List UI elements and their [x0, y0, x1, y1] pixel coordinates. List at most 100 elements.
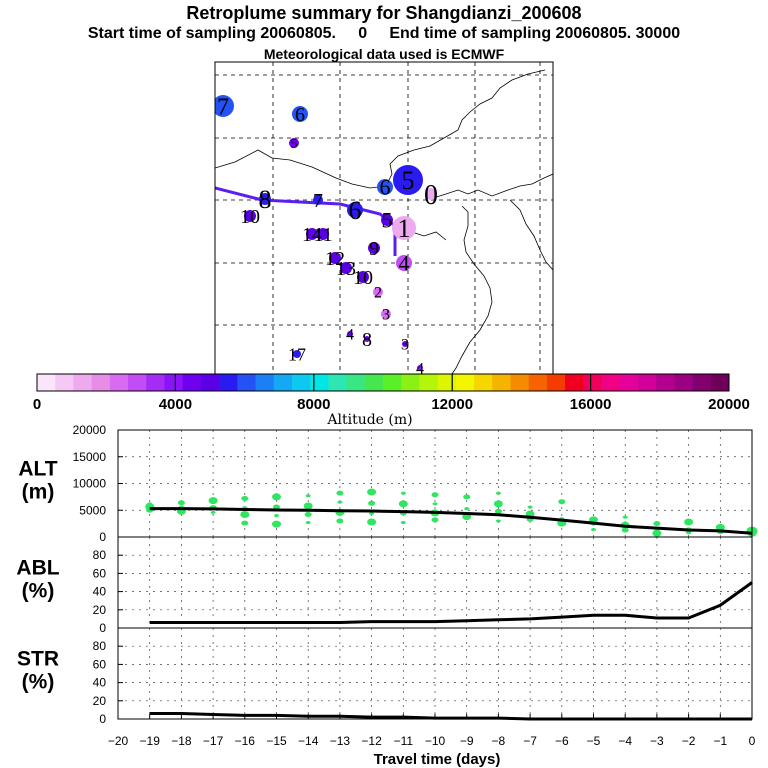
x-tick-label: −15: [266, 734, 287, 748]
y-tick-label: 20: [93, 603, 107, 617]
x-tick-label: −17: [203, 734, 224, 748]
y-axis-label: (%): [22, 671, 55, 694]
altitude-point: [432, 502, 438, 506]
y-axis-label: STR: [17, 648, 59, 671]
colorbar-swatch: [601, 374, 621, 391]
colorbar-swatch: [474, 374, 493, 391]
altitude-point: [241, 495, 249, 501]
colorbar-label: Altitude (m): [326, 412, 412, 428]
altitude-mean-line: [149, 507, 753, 535]
plume-marker: [259, 193, 271, 205]
series-line: [149, 712, 752, 721]
colorbar-swatch: [37, 374, 56, 391]
plume-marker-label: 0: [424, 180, 438, 211]
plume-marker-label: 8: [362, 329, 372, 351]
plume-marker: [347, 331, 353, 337]
altitude-point: [336, 490, 344, 496]
altitude-point: [494, 508, 502, 514]
altitude-point: [715, 523, 725, 531]
alt-panel: 20000 15000 10000 5000 0 ALT(m): [18, 423, 758, 544]
colorbar-swatch: [455, 374, 475, 391]
altitude-point: [431, 492, 439, 498]
colorbar-tick-label: 0: [33, 396, 41, 413]
altitude-point: [400, 491, 406, 495]
plume-marker: [381, 309, 391, 319]
plume-marker: [377, 179, 393, 195]
altitude-point: [527, 505, 533, 509]
plume-marker-label: 13: [336, 258, 356, 280]
colorbar-swatch: [55, 374, 74, 391]
plume-marker: [244, 210, 256, 222]
altitude-point: [303, 502, 313, 510]
plume-marker: [347, 202, 363, 218]
colorbar-swatch: [419, 374, 439, 391]
altitude-point: [272, 520, 281, 528]
colorbar-swatch: [128, 374, 147, 391]
altitude-point: [274, 514, 279, 518]
altitude-point: [240, 511, 250, 519]
colorbar-swatch: [710, 374, 730, 391]
altitude-point: [304, 512, 312, 518]
x-tick-label: −10: [425, 734, 446, 748]
y-axis-label: ALT: [18, 458, 57, 481]
altitude-point: [621, 527, 629, 533]
colorbar-swatch: [401, 374, 420, 391]
altitude-point: [591, 528, 596, 532]
y-axis-label: (m): [22, 481, 55, 504]
plume-marker: [215, 95, 234, 117]
plume-marker: [373, 287, 383, 297]
x-tick-label: −13: [330, 734, 351, 748]
plume-marker: [364, 336, 370, 342]
y-tick-label: 40: [93, 585, 107, 599]
colorbar-swatch: [510, 374, 530, 391]
altitude-point: [464, 507, 470, 511]
plume-marker-label: 9: [369, 238, 379, 260]
x-tick-label: −18: [171, 734, 192, 748]
x-tick-label: −8: [492, 734, 506, 748]
plume-marker: [417, 365, 423, 371]
y-tick-label: 80: [93, 639, 107, 653]
abl-panel: 80 60 40 20 0 ABL(%): [16, 536, 753, 635]
altitude-point: [495, 519, 501, 523]
altitude-colorbar: 0 4000 8000 12000 16000 20000 Altitude (m): [33, 373, 750, 428]
altitude-point: [622, 515, 628, 519]
colorbar-swatch: [73, 374, 93, 391]
x-tick-label: −6: [555, 734, 569, 748]
altitude-point: [493, 500, 503, 508]
plume-marker: [396, 255, 412, 271]
colorbar-swatch: [656, 374, 675, 391]
x-tick-label: −19: [140, 734, 161, 748]
str-panel: 80 60 40 20 0 STR(%): [17, 627, 753, 726]
y-tick-label: 0: [99, 621, 106, 635]
x-tick-label: −20: [108, 734, 129, 748]
colorbar-swatch: [164, 374, 184, 391]
y-tick-label: 20: [93, 694, 107, 708]
x-tick-label: −11: [394, 734, 414, 748]
plume-marker: [402, 341, 408, 347]
colorbar-swatch: [109, 374, 129, 391]
plume-marker-label: 3: [382, 307, 390, 324]
colorbar-swatch: [200, 374, 220, 391]
series-line: [149, 581, 753, 625]
plume-marker-label: 11: [313, 224, 332, 246]
altitude-point: [210, 510, 216, 514]
x-tick-label: −7: [523, 734, 537, 748]
plume-marker: [368, 242, 380, 254]
colorbar-swatch: [273, 374, 293, 391]
x-tick-label: −12: [361, 734, 382, 748]
altitude-point: [336, 518, 344, 524]
colorbar-tick-label: 12000: [431, 396, 473, 413]
altitude-point: [272, 493, 281, 501]
plume-marker: [306, 228, 318, 240]
colorbar-swatch: [310, 374, 329, 391]
plume-marker-label: 4: [416, 361, 424, 378]
colorbar-swatch: [528, 374, 548, 391]
colorbar-tick-label: 16000: [570, 396, 612, 413]
plume-marker-label: 5: [382, 208, 393, 233]
plume-marker-label: 1: [398, 214, 411, 243]
altitude-point: [652, 529, 662, 537]
plume-marker-label: 17: [288, 344, 306, 364]
x-tick-label: −16: [235, 734, 256, 748]
x-tick-label: −2: [682, 734, 696, 748]
